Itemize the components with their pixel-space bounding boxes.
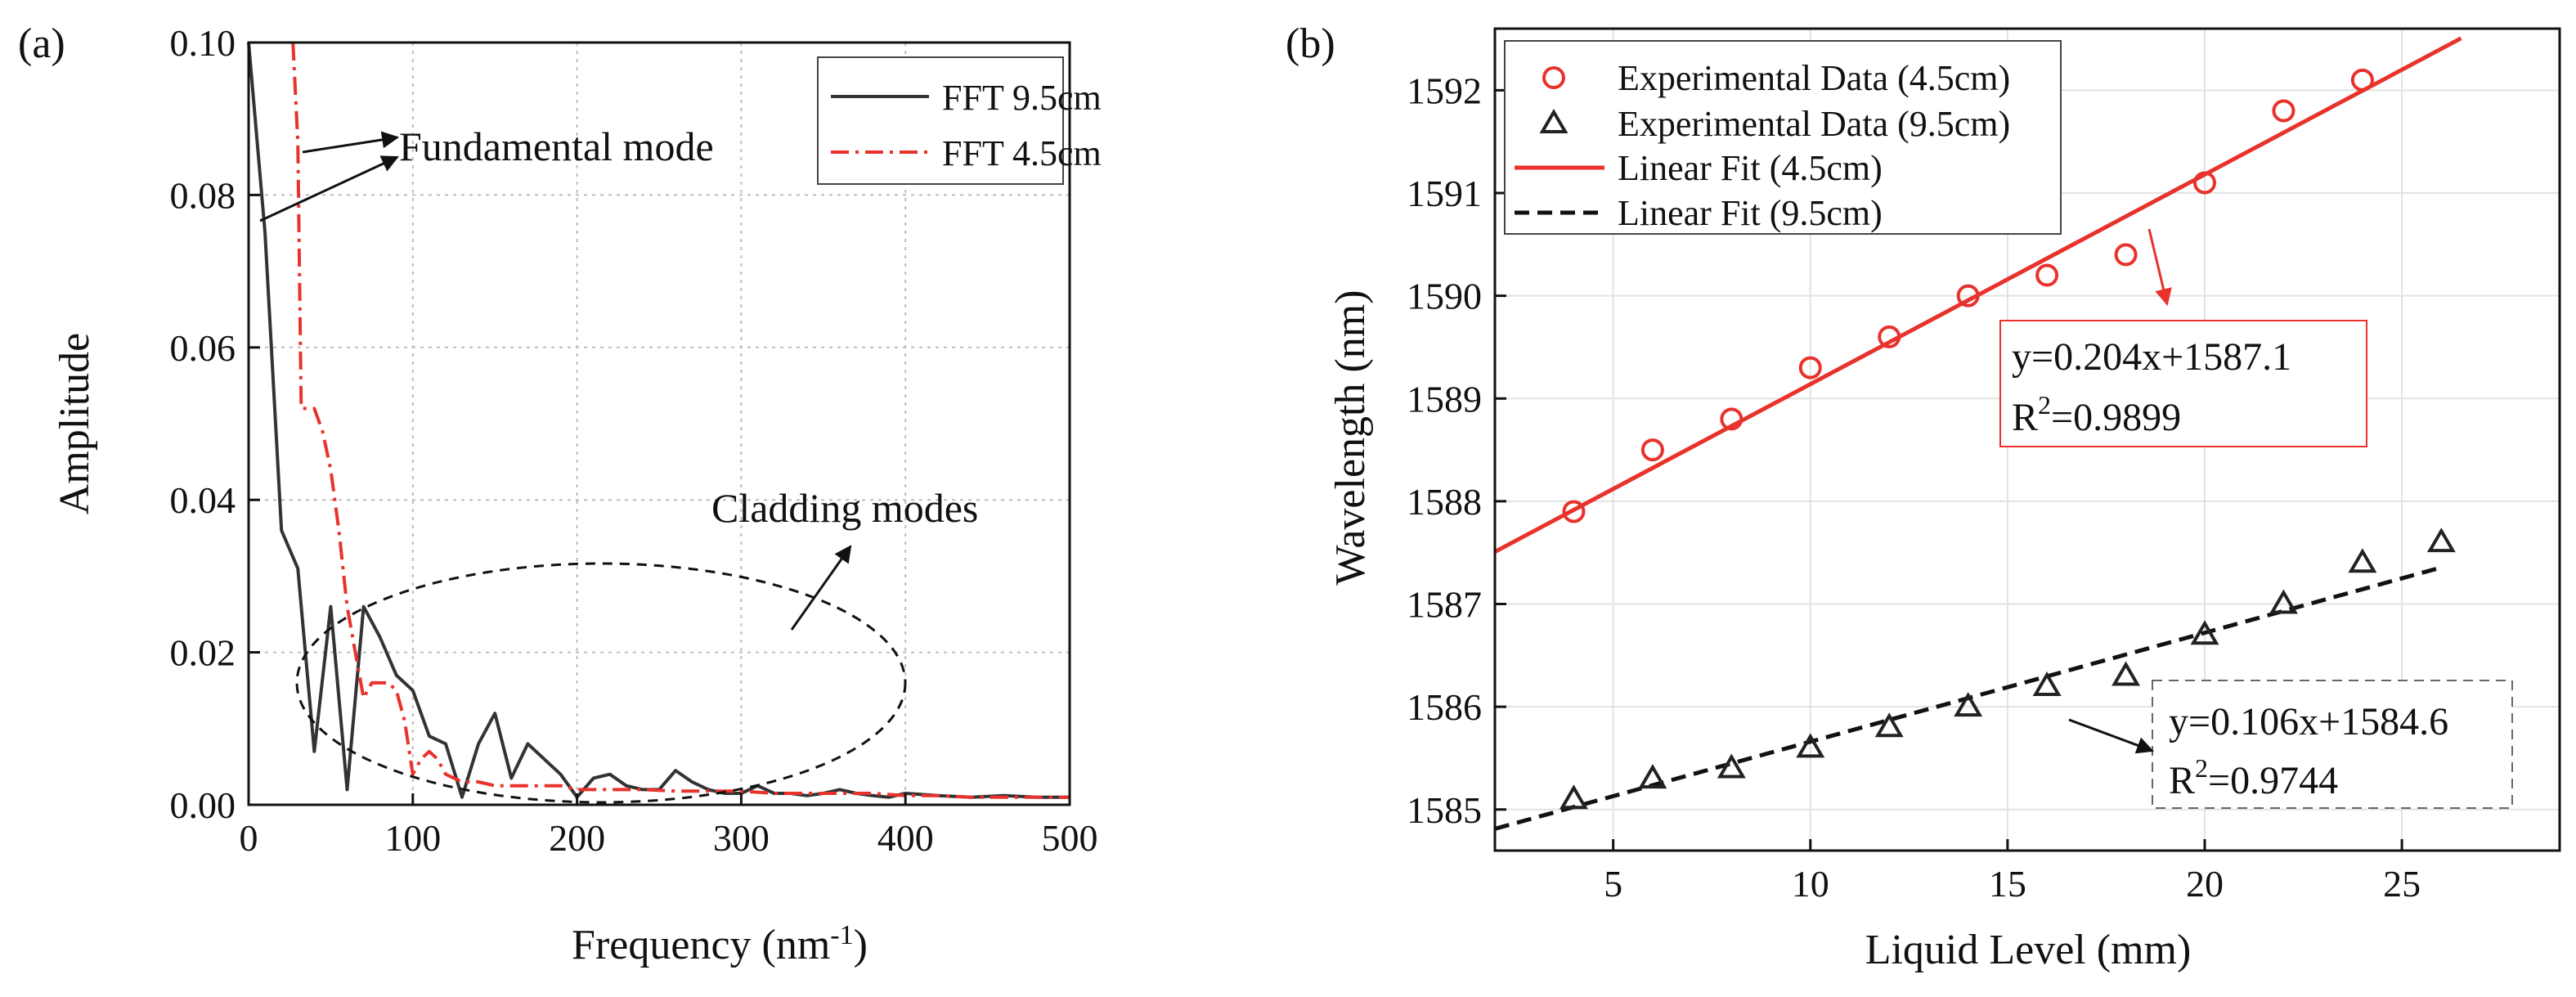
cladding-ellipse bbox=[295, 562, 907, 804]
equation-frame-9-5 bbox=[2152, 680, 2513, 809]
data-point-4-5 bbox=[2272, 99, 2296, 123]
y-axis-label-a: Amplitude bbox=[52, 333, 98, 514]
chart-a: (a) 0 100 200 300 400 500 0.00 0.02 0.04 0.06 0.08… bbox=[18, 20, 1102, 968]
arrow-fundamental-black bbox=[259, 155, 399, 222]
data-point-9-5 bbox=[2190, 620, 2219, 645]
series-group-a bbox=[247, 42, 1070, 799]
data-point-9-5 bbox=[1796, 733, 1825, 758]
grid-a bbox=[249, 43, 1070, 805]
tick-label-y-b: 1590 bbox=[1407, 276, 1482, 317]
legend-box-b bbox=[1504, 40, 2062, 235]
data-point-4-5 bbox=[1720, 407, 1744, 431]
legend-box-a bbox=[817, 56, 1064, 185]
ticks-b: 5 10 15 20 25 1585 1586 1587 1588 1589 1590 1591 159… bbox=[1407, 70, 2421, 905]
data-point-9-5 bbox=[2348, 548, 2377, 573]
x-axis-label-a: Frequency (nm-1) bbox=[572, 920, 868, 968]
tick-label-y-a: 0.02 bbox=[170, 632, 236, 674]
series-line-fft-4-5 bbox=[291, 42, 1070, 799]
tick-label-x-b: 20 bbox=[2186, 863, 2224, 905]
panel-label-b: (b) bbox=[1286, 20, 1335, 67]
tick-label-x-a: 0 bbox=[240, 817, 258, 859]
tick-label-y-b: 1586 bbox=[1407, 686, 1482, 728]
data-point-9-5 bbox=[1954, 692, 1983, 717]
data-point-9-5 bbox=[1717, 753, 1746, 779]
legend-label-fft-9-5: FFT 9.5cm bbox=[942, 78, 1102, 118]
data-point-9-5 bbox=[2269, 589, 2298, 614]
data-point-4-5 bbox=[2350, 68, 2374, 92]
legend-a: FFT 9.5cm FFT 4.5cm bbox=[817, 56, 1102, 185]
arrow-equation-9-5 bbox=[2068, 718, 2154, 754]
data-point-9-5 bbox=[1559, 784, 1588, 810]
legend-label-exp-9-5: Experimental Data (9.5cm) bbox=[1618, 104, 2010, 144]
data-point-9-5 bbox=[1638, 764, 1667, 789]
plot-frame-a bbox=[247, 41, 1071, 806]
tick-label-x-b: 25 bbox=[2383, 863, 2421, 905]
tick-label-y-b: 1592 bbox=[1407, 70, 1482, 111]
data-point-4-5 bbox=[2193, 171, 2216, 195]
legend-marker-exp-4-5 bbox=[1542, 66, 1565, 89]
data-point-4-5 bbox=[2035, 263, 2059, 287]
r-squared-9-5: R2=0.9744 bbox=[2169, 753, 2338, 802]
arrow-fundamental-red bbox=[302, 131, 400, 154]
tick-label-y-b: 1587 bbox=[1407, 584, 1482, 626]
panel-label-a: (a) bbox=[18, 20, 65, 67]
tick-label-y-b: 1588 bbox=[1407, 481, 1482, 523]
annotation-fundamental-mode: Fundamental mode bbox=[399, 124, 714, 169]
data-point-9-5 bbox=[1874, 712, 1904, 738]
series-group-b bbox=[1559, 68, 2456, 810]
tick-label-x-a: 300 bbox=[713, 817, 770, 859]
tick-label-x-b: 15 bbox=[1989, 863, 2026, 905]
legend-marker-exp-9-5 bbox=[1539, 109, 1568, 133]
equation-text-4-5: y=0.204x+1587.1 bbox=[2012, 335, 2291, 379]
legend-label-fit-4-5: Linear Fit (4.5cm) bbox=[1618, 148, 1883, 188]
data-point-9-5 bbox=[2426, 528, 2456, 553]
legend-label-fft-4-5: FFT 4.5cm bbox=[942, 133, 1102, 173]
y-axis-label-b: Wavelength (nm) bbox=[1327, 290, 1374, 585]
legend-label-exp-4-5: Experimental Data (4.5cm) bbox=[1618, 58, 2010, 98]
arrow-equation-4-5 bbox=[2147, 228, 2172, 307]
data-point-4-5 bbox=[1798, 356, 1822, 379]
tick-label-x-a: 500 bbox=[1042, 817, 1098, 859]
tick-label-y-a: 0.00 bbox=[170, 784, 236, 826]
legend-label-fit-9-5: Linear Fit (9.5cm) bbox=[1618, 193, 1883, 233]
r-squared-4-5: R2=0.9899 bbox=[2012, 390, 2181, 439]
equation-frame-4-5 bbox=[1999, 320, 2367, 447]
data-point-4-5 bbox=[1878, 325, 1901, 348]
data-point-9-5 bbox=[2032, 671, 2062, 696]
tick-label-x-a: 200 bbox=[549, 817, 605, 859]
tick-label-x-a: 100 bbox=[384, 817, 441, 859]
tick-label-x-b: 10 bbox=[1792, 863, 1829, 905]
tick-label-y-a: 0.04 bbox=[170, 479, 236, 521]
tick-label-y-a: 0.06 bbox=[170, 327, 236, 369]
data-point-4-5 bbox=[1956, 284, 1980, 308]
annotation-cladding-modes: Cladding modes bbox=[711, 485, 978, 531]
equation-box-9-5: y=0.106x+1584.6 R2=0.9744 bbox=[2152, 680, 2513, 809]
arrow-cladding bbox=[790, 545, 852, 631]
tick-label-x-b: 5 bbox=[1604, 863, 1622, 905]
data-point-4-5 bbox=[1640, 438, 1664, 462]
data-point-4-5 bbox=[2114, 243, 2138, 267]
plot-frame-b bbox=[1493, 27, 2561, 852]
data-point-4-5 bbox=[1562, 500, 1586, 523]
legend-b: Experimental Data (4.5cm) Experimental D… bbox=[1504, 40, 2062, 235]
tick-label-y-a: 0.10 bbox=[170, 22, 236, 64]
equation-text-9-5: y=0.106x+1584.6 bbox=[2169, 700, 2448, 743]
tick-label-y-b: 1589 bbox=[1407, 378, 1482, 420]
tick-label-x-a: 400 bbox=[877, 817, 934, 859]
chart-b: (b) 5 10 15 20 25 1585 1586 1587 1588 1589 1590 159… bbox=[1286, 20, 2561, 973]
tick-label-y-a: 0.08 bbox=[170, 174, 236, 216]
tick-label-y-b: 1585 bbox=[1407, 789, 1482, 831]
data-point-9-5 bbox=[2112, 661, 2141, 686]
tick-label-y-b: 1591 bbox=[1407, 173, 1482, 214]
x-axis-label-b: Liquid Level (mm) bbox=[1865, 927, 2192, 973]
equation-box-4-5: y=0.204x+1587.1 R2=0.9899 bbox=[1999, 320, 2367, 447]
ticks-a: 0 100 200 300 400 500 0.00 0.02 0.04 0.06 0.08 0.10 bbox=[170, 22, 1098, 859]
